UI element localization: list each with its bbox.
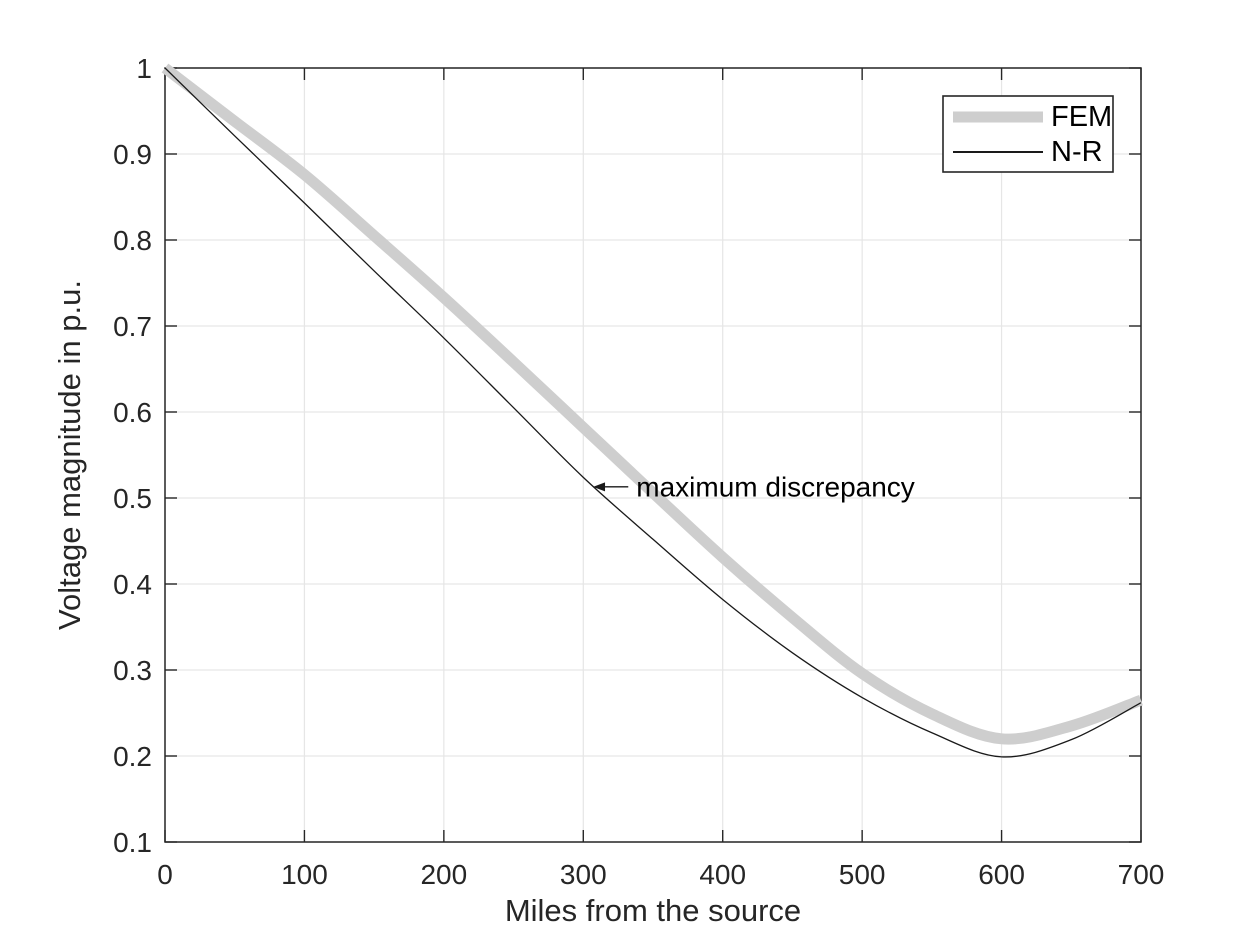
x-tick-label: 600 (978, 859, 1025, 890)
annotation-arrowhead-icon (593, 482, 606, 492)
legend-box (942, 95, 1114, 173)
legend: FEM N-R (942, 95, 1114, 173)
y-tick-label: 0.5 (113, 483, 152, 514)
x-tick-labels: 0 100 200 300 400 500 600 700 (157, 859, 1164, 890)
annotation: maximum discrepancy (593, 471, 915, 502)
tick-marks (164, 67, 1142, 843)
y-tick-label: 0.2 (113, 741, 152, 772)
legend-label-fem: FEM (1051, 101, 1112, 133)
legend-label-nr: N-R (1051, 136, 1103, 168)
fem-curve (161, 63, 1143, 745)
x-axis-label: Miles from the source (505, 893, 801, 928)
x-tick-label: 400 (699, 859, 746, 890)
x-tick-label: 100 (281, 859, 328, 890)
x-tick-label: 500 (839, 859, 886, 890)
x-tick-label: 200 (420, 859, 467, 890)
y-tick-label: 0.9 (113, 139, 152, 170)
y-tick-label: 0.8 (113, 225, 152, 256)
y-tick-labels: 0.1 0.2 0.3 0.4 0.5 0.6 0.7 0.8 0.9 1 (113, 53, 152, 858)
x-tick-label: 700 (1118, 859, 1165, 890)
y-tick-label: 0.3 (113, 655, 152, 686)
y-tick-label: 1 (136, 53, 152, 84)
y-tick-label: 0.1 (113, 827, 152, 858)
y-tick-label: 0.6 (113, 397, 152, 428)
annotation-text: maximum discrepancy (636, 471, 915, 502)
x-tick-label: 0 (157, 859, 173, 890)
nr-curve (164, 67, 1142, 758)
axes-box (164, 67, 1142, 843)
y-axis-label: Voltage magnitude in p.u. (52, 280, 87, 630)
y-tick-label: 0.7 (113, 311, 152, 342)
y-tick-label: 0.4 (113, 569, 152, 600)
x-tick-label: 300 (560, 859, 607, 890)
